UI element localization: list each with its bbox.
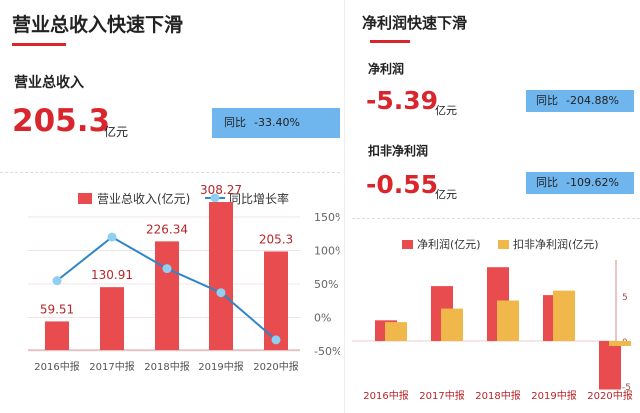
legend-deducted-label: 扣非净利润(亿元): [513, 237, 599, 251]
net-profit-yoy-value: -204.88%: [566, 94, 619, 107]
revenue-x-tick: 2020中报: [253, 360, 298, 373]
revenue-data-label: 130.91: [91, 268, 133, 282]
revenue-data-label: 59.51: [40, 302, 74, 316]
deducted-profit-yoy-label: 同比: [536, 176, 558, 189]
growth-rate-point: [107, 232, 117, 242]
growth-rate-point: [271, 335, 281, 345]
legend-growth-dot: [210, 193, 220, 203]
deducted-profit-yoy-value: -109.62%: [566, 176, 619, 189]
revenue-y2-tick: 50%: [314, 278, 338, 291]
revenue-title-underline: [12, 43, 66, 46]
net-profit-label: 净利润: [368, 62, 405, 76]
deducted-profit-bar: [553, 290, 575, 341]
revenue-x-tick: 2016中报: [34, 360, 79, 373]
profit-y-tick: 5: [622, 293, 628, 303]
revenue-yoy-value: -33.40%: [254, 116, 300, 129]
revenue-bar: [100, 287, 124, 350]
revenue-metric-label: 营业总收入: [14, 75, 84, 91]
revenue-chart: 营业总收入(亿元) 同比增长率 150% 100% 50% 0% -50% 59.51 130.…: [28, 183, 340, 373]
legend-revenue-label: 营业总收入(亿元): [97, 191, 190, 206]
revenue-y2-tick: 100%: [314, 245, 340, 258]
revenue-panel: 营业总收入快速下滑 营业总收入 205.3 亿元 同比 -33.40% 营业总收入…: [0, 14, 340, 373]
growth-rate-point: [52, 276, 62, 286]
profit-x-tick: 2017中报: [419, 389, 464, 402]
profit-separator: [352, 218, 640, 219]
deducted-profit-value: -0.55: [366, 170, 439, 199]
profit-x-tick: 2018中报: [475, 389, 520, 402]
legend-growth-label: 同比增长率: [229, 191, 289, 206]
legend-net-profit-label: 净利润(亿元): [417, 237, 481, 251]
revenue-bar: [264, 251, 288, 350]
deducted-profit-label: 扣非净利润: [368, 144, 429, 158]
revenue-separator: [0, 172, 340, 173]
revenue-x-tick: 2018中报: [144, 360, 189, 373]
deducted-profit-unit: 亿元: [435, 188, 457, 201]
profit-title-underline: [370, 40, 410, 43]
profit-panel-title: 净利润快速下滑: [362, 14, 468, 32]
profit-x-tick: 2020中报: [587, 389, 632, 402]
revenue-yoy-badge: 同比 -33.40%: [212, 108, 340, 138]
revenue-y2-tick: 150%: [314, 211, 340, 224]
revenue-data-label: 205.3: [259, 232, 293, 246]
revenue-y2-tick: -50%: [314, 345, 340, 358]
profit-x-tick: 2019中报: [531, 389, 576, 402]
panel-divider: [344, 0, 345, 413]
net-profit-value: -5.39: [366, 86, 439, 115]
deducted-profit-bar: [441, 308, 463, 341]
legend-revenue-swatch: [78, 193, 92, 204]
revenue-unit: 亿元: [104, 125, 129, 139]
revenue-bar: [209, 202, 233, 350]
revenue-yoy-label: 同比: [224, 116, 246, 129]
profit-panel: 净利润快速下滑 净利润 -5.39 亿元 同比 -204.88% 扣非净利润 -0…: [352, 0, 640, 413]
profit-y-tick: -5: [622, 383, 631, 393]
revenue-bar: [45, 321, 69, 350]
net-profit-yoy-label: 同比: [536, 94, 558, 107]
growth-rate-point: [162, 264, 172, 274]
growth-rate-point: [216, 288, 226, 298]
net-profit-yoy-badge: 同比 -204.88%: [526, 90, 634, 112]
deducted-profit-yoy-badge: 同比 -109.62%: [526, 172, 634, 194]
revenue-data-label: 308.27: [200, 183, 242, 197]
deducted-profit-bar: [497, 300, 519, 341]
net-profit-bar: [599, 341, 621, 390]
revenue-data-label: 226.34: [146, 222, 188, 236]
net-profit-unit: 亿元: [435, 104, 457, 117]
profit-x-tick: 2016中报: [363, 389, 408, 402]
legend-net-profit-swatch: [402, 240, 413, 249]
deducted-profit-bar: [609, 341, 631, 346]
profit-chart: 净利润(亿元)扣非净利润(亿元)50-52016中报2017中报2018中报20…: [352, 237, 633, 402]
revenue-bar: [155, 241, 179, 350]
revenue-x-tick: 2019中报: [198, 360, 243, 373]
legend-deducted-swatch: [498, 240, 509, 249]
revenue-y2-tick: 0%: [314, 312, 331, 325]
deducted-profit-bar: [385, 322, 407, 341]
revenue-x-tick: 2017中报: [89, 360, 134, 373]
revenue-value: 205.3: [12, 103, 111, 139]
revenue-panel-title: 营业总收入快速下滑: [12, 14, 184, 36]
